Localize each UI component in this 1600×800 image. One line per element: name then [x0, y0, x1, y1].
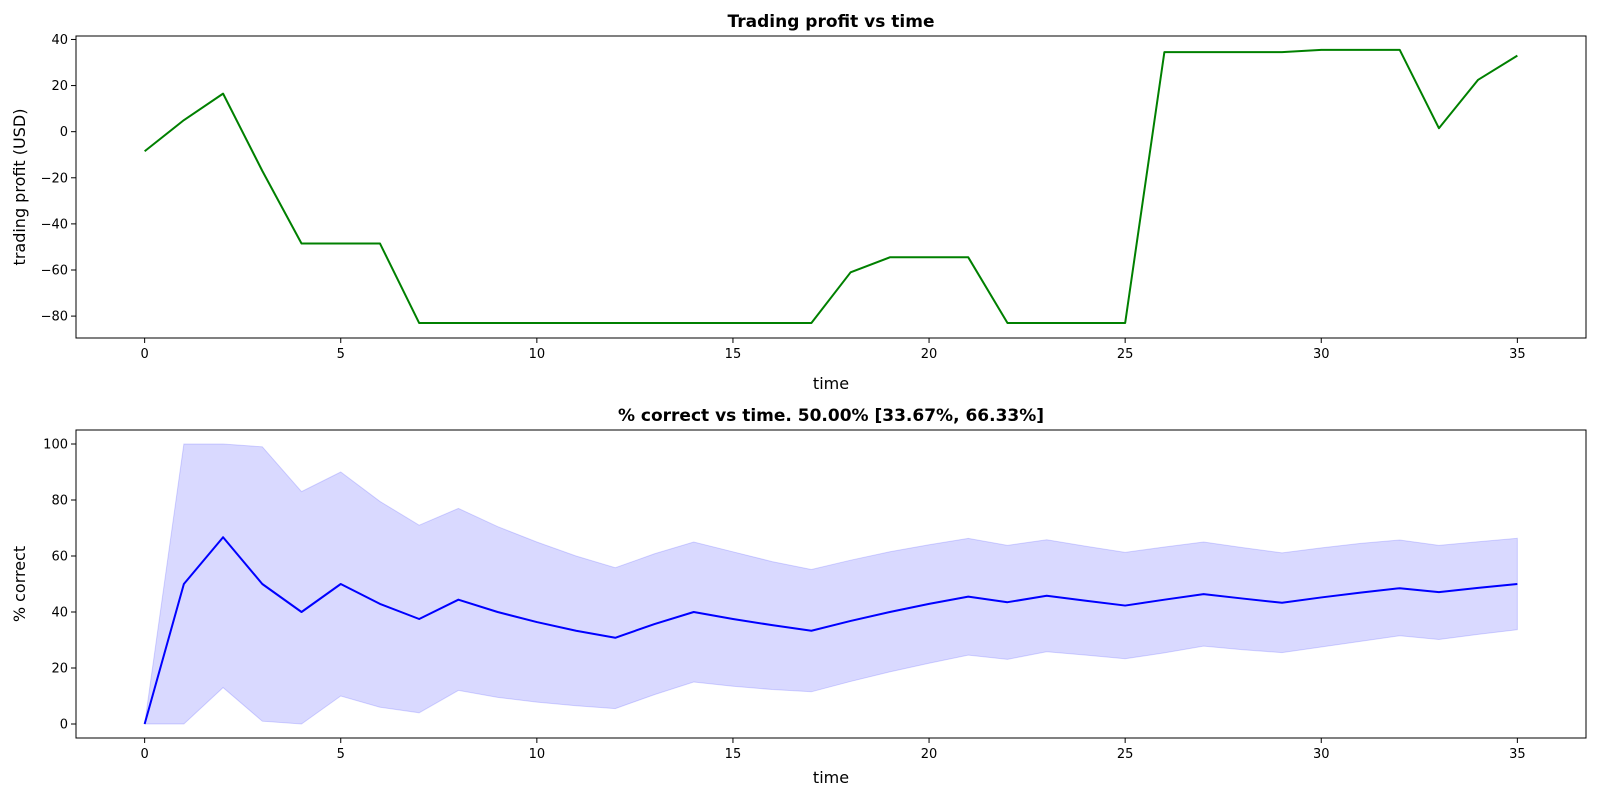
y-tick-label: 60 [51, 550, 68, 565]
x-tick-label: 15 [725, 747, 742, 762]
x-tick-label: 35 [1509, 347, 1526, 362]
confidence-band [144, 443, 1518, 725]
y-tick-label: 40 [51, 606, 68, 621]
axes-frame [75, 35, 1587, 339]
y-axis-label: % correct [10, 546, 29, 622]
y-tick-label: 0 [60, 125, 68, 140]
y-tick-label: −40 [41, 217, 68, 232]
y-tick-label: 40 [51, 33, 68, 48]
x-tick-label: 30 [1313, 347, 1330, 362]
percent-correct-panel: 0 5 10 15 20 25 30 35 0 20 40 60 80 100 % correct vs t… [10, 406, 1587, 787]
y-tick-label: −60 [41, 263, 68, 278]
x-tick-label: 15 [725, 347, 742, 362]
x-tick-label: 0 [140, 747, 148, 762]
x-axis-label: time [813, 374, 849, 393]
y-tick-label: 0 [60, 718, 68, 733]
chart-title: Trading profit vs time [728, 12, 935, 32]
y-axis-label: trading profit (USD) [10, 109, 29, 266]
y-tick-label: 20 [51, 79, 68, 94]
series-line-0 [143, 536, 1518, 725]
y-tick-label: 20 [51, 662, 68, 677]
x-tick-label: 10 [529, 747, 546, 762]
series-line-0 [144, 48, 1518, 325]
x-tick-label: 35 [1509, 747, 1526, 762]
x-tick-label: 0 [140, 347, 148, 362]
x-tick-label: 5 [337, 747, 345, 762]
y-tick-label: 100 [43, 438, 68, 453]
x-tick-label: 20 [921, 347, 938, 362]
x-axis-label: time [813, 768, 849, 787]
x-tick-label: 30 [1313, 747, 1330, 762]
y-tick-label: 80 [51, 494, 68, 509]
x-tick-label: 20 [921, 747, 938, 762]
y-tick-label: −20 [41, 171, 68, 186]
y-tick-label: −80 [41, 310, 68, 325]
x-tick-label: 5 [337, 347, 345, 362]
x-tick-label: 10 [529, 347, 546, 362]
x-tick-label: 25 [1117, 747, 1134, 762]
chart-title: % correct vs time. 50.00% [33.67%, 66.33… [618, 406, 1044, 426]
x-tick-label: 25 [1117, 347, 1134, 362]
profit-panel: 0 5 10 15 20 25 30 35 −80 −60 −40 −20 0 20 40 Trading p… [10, 12, 1587, 393]
axes-frame [75, 429, 1587, 739]
